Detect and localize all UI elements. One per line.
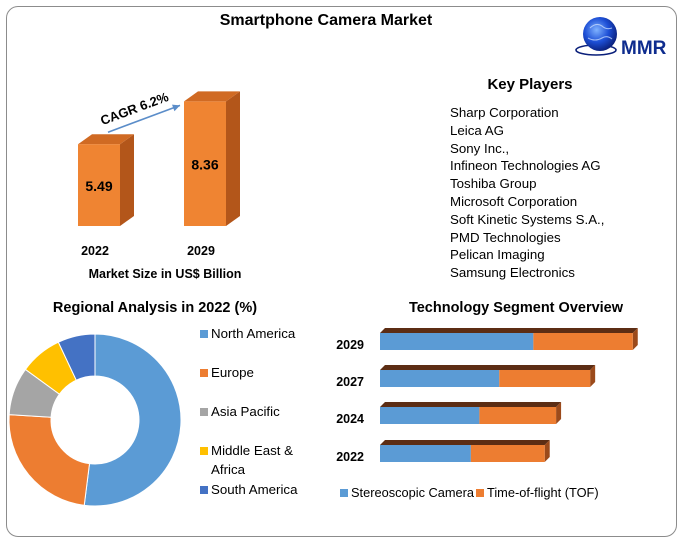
regional-analysis-title: Regional Analysis in 2022 (%): [52, 300, 258, 316]
key-player-item: Samsung Electronics: [450, 265, 575, 281]
legend-label: Europe: [211, 365, 254, 380]
legend-label: Stereoscopic Camera: [351, 485, 475, 500]
technology-segment-chart: 2029 2027 2024 2022 Stereoscopic Camera Time-…: [336, 328, 638, 500]
bar-top-2029: [184, 91, 240, 102]
legend-label: Middle East &: [211, 443, 293, 458]
key-player-item: Toshiba Group: [450, 176, 537, 192]
key-players-title: Key Players: [487, 76, 573, 93]
bar-stereoscopic-2022: [380, 445, 471, 462]
legend-label: Africa: [211, 462, 246, 477]
market-size-label: Market Size in US$ Billion: [88, 267, 242, 281]
bar-2029: [184, 101, 226, 226]
bar-side-2027: [590, 365, 596, 387]
key-player-item: Infineon Technologies AG: [450, 158, 601, 174]
cagr-arrowhead: [172, 104, 180, 112]
logo-text: MMR: [621, 38, 667, 59]
key-player-item: Pelican Imaging: [450, 247, 545, 263]
legend-swatch: [200, 447, 208, 455]
legend-swatch: [200, 330, 208, 338]
bar-tof-2027: [499, 370, 591, 387]
bar-stereoscopic-2027: [380, 370, 500, 387]
legend-swatch: [200, 369, 208, 377]
bar-tof-2022: [470, 445, 545, 462]
technology-segment-title: Technology Segment Overview: [408, 300, 624, 316]
legend-swatch: [340, 489, 348, 497]
bar-side-2029: [632, 328, 638, 350]
y-tick-label: 2024: [336, 412, 364, 426]
donut-slice-europe: [8, 414, 91, 506]
bar-top-2022: [78, 134, 134, 145]
page-title: Smartphone Camera Market: [219, 12, 433, 29]
bar-top-2027: [380, 365, 596, 370]
key-player-item: Sharp Corporation: [450, 105, 559, 120]
key-player-item: Microsoft Corporation: [450, 193, 578, 209]
legend-swatch: [200, 486, 208, 494]
x-tick-label: 2022: [81, 244, 109, 258]
key-players-list: Sharp Corporation Leica AG Sony Inc., Infin…: [450, 104, 604, 282]
bar-value-label: 8.36: [191, 157, 218, 173]
legend-swatch: [476, 489, 484, 497]
chart-frame: [6, 6, 677, 537]
y-tick-label: 2029: [336, 338, 364, 352]
globe-icon: [583, 17, 617, 51]
bar-side-2024: [556, 402, 562, 424]
bar-side-2029: [226, 91, 240, 226]
key-player-item: PMD Technologies: [450, 229, 561, 245]
bar-tof-2024: [479, 407, 557, 424]
donut-slice-north-america: [83, 333, 182, 507]
key-player-item: Sony Inc.,: [450, 140, 510, 156]
key-player-item: Soft Kinetic Systems S.A.,: [450, 211, 605, 227]
bar-side-2022: [120, 134, 134, 226]
legend-swatch: [200, 408, 208, 416]
legend-label: South America: [211, 482, 298, 497]
regional-donut-chart: North America Europe Asia Pacific Middle Ea…: [8, 326, 298, 507]
bar-tof-2029: [533, 333, 633, 350]
legend-label: North America: [211, 326, 296, 341]
bar-stereoscopic-2029: [380, 333, 534, 350]
y-tick-label: 2027: [336, 375, 364, 389]
legend-label: Time-of-flight (TOF): [487, 485, 599, 500]
bar-top-2029: [380, 328, 638, 333]
bar-2022: [78, 144, 120, 226]
mmr-logo: MMR: [575, 17, 667, 59]
donut-slice-south-america: [57, 333, 96, 381]
y-tick-label: 2022: [336, 450, 364, 464]
bar-stereoscopic-2024: [380, 407, 480, 424]
legend-label: Asia Pacific: [211, 404, 280, 419]
bar-top-2024: [380, 402, 562, 407]
bar-side-2022: [544, 440, 550, 462]
x-tick-label: 2029: [187, 244, 215, 258]
bar-value-label: 5.49: [85, 178, 112, 194]
bar-top-2022: [380, 440, 550, 445]
cagr-arrow: [107, 104, 181, 133]
key-player-item: Leica AG: [450, 122, 504, 138]
